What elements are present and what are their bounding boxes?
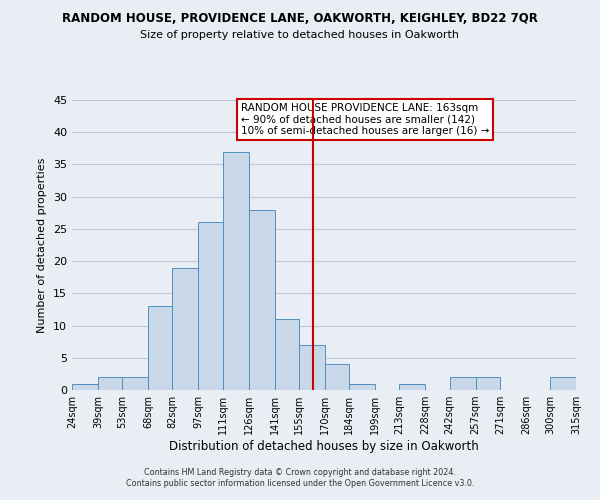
Bar <box>400 384 425 390</box>
Text: RANDOM HOUSE PROVIDENCE LANE: 163sqm
← 90% of detached houses are smaller (142)
: RANDOM HOUSE PROVIDENCE LANE: 163sqm ← 9… <box>241 103 489 136</box>
Bar <box>98 377 122 390</box>
Bar <box>72 384 98 390</box>
Bar <box>325 364 349 390</box>
Y-axis label: Number of detached properties: Number of detached properties <box>37 158 47 332</box>
Bar <box>550 377 576 390</box>
Bar <box>449 377 476 390</box>
Text: Size of property relative to detached houses in Oakworth: Size of property relative to detached ho… <box>140 30 460 40</box>
Bar <box>248 210 275 390</box>
Bar <box>172 268 199 390</box>
Bar <box>275 319 299 390</box>
Bar <box>223 152 248 390</box>
Bar <box>148 306 172 390</box>
Text: Contains HM Land Registry data © Crown copyright and database right 2024.
Contai: Contains HM Land Registry data © Crown c… <box>126 468 474 487</box>
Bar <box>199 222 223 390</box>
X-axis label: Distribution of detached houses by size in Oakworth: Distribution of detached houses by size … <box>169 440 479 453</box>
Bar <box>476 377 500 390</box>
Bar <box>122 377 148 390</box>
Bar <box>299 345 325 390</box>
Text: RANDOM HOUSE, PROVIDENCE LANE, OAKWORTH, KEIGHLEY, BD22 7QR: RANDOM HOUSE, PROVIDENCE LANE, OAKWORTH,… <box>62 12 538 26</box>
Bar <box>349 384 375 390</box>
